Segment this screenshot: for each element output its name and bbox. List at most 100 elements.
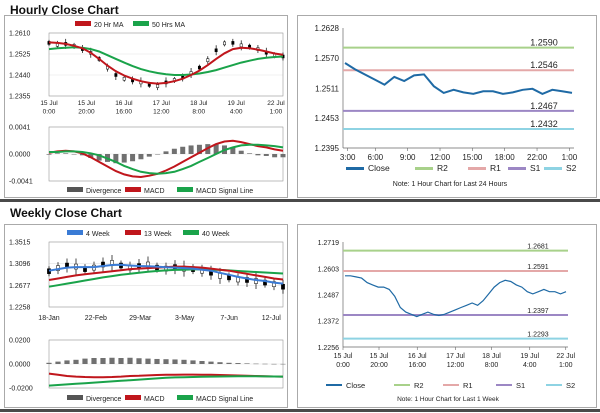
candle-body (214, 48, 218, 53)
y-tick-label: 1.2453 (315, 114, 340, 123)
legend-label: 20 Hr MA (94, 22, 124, 29)
x-tick-label: 7-Jun (220, 315, 238, 322)
x-tick-label: 8:00 (485, 362, 499, 369)
divergence-bar (73, 359, 79, 364)
level-label-r1: 1.2591 (527, 264, 549, 271)
hourly-section-title: Hourly Close Chart (10, 3, 119, 17)
y-tick-label: 1.2610 (9, 31, 31, 38)
divergence-bar (121, 154, 127, 163)
x-tick-label: 4:00 (230, 109, 243, 116)
divergence-bar (230, 147, 236, 154)
macd-legend-label: Divergence (86, 188, 122, 195)
x-tick-label: 17 Jul (153, 100, 171, 107)
macd-legend-label: MACD (144, 396, 165, 403)
x-tick-label: 15 Jul (334, 353, 353, 360)
divergence-bar (208, 361, 214, 364)
x-tick-label: 3:00 (340, 153, 356, 162)
y-tick-label: 1.2440 (9, 73, 31, 80)
divergence-bar (155, 154, 161, 155)
x-tick-label: 4:00 (523, 362, 537, 369)
section-divider (0, 199, 600, 202)
ma-line-4-week (48, 263, 284, 285)
divergence-bar (145, 358, 151, 364)
level-label-s1: 1.2397 (527, 308, 549, 315)
legend-label-close: Close (346, 381, 365, 390)
candle-body (206, 58, 210, 62)
macd-legend-swatch (177, 187, 193, 192)
x-tick-label: 16:00 (408, 362, 426, 369)
divergence-bar (63, 153, 69, 154)
weekly-technical-chart: 4 Week 13 Week 40 Week 1.3515 1.3096 1.2677 1.… (9, 230, 286, 403)
candle-body (197, 65, 201, 70)
legend-swatch-4-week (67, 230, 83, 235)
divergence-bar (163, 151, 169, 154)
macd-y-tick-label: 0.0041 (9, 125, 31, 132)
candle-body (281, 283, 285, 290)
divergence-bar (247, 153, 253, 154)
divergence-bar (181, 359, 187, 364)
plot-frame (48, 32, 284, 97)
legend-swatch-r1 (443, 384, 459, 386)
candle-body (239, 43, 243, 48)
level-label-s1: 1.2467 (530, 101, 558, 111)
x-tick-label: 18-Jan (38, 315, 60, 322)
legend-swatch-20-hr-ma (75, 21, 91, 26)
y-tick-label: 1.2511 (315, 84, 339, 93)
legend-swatch-s2 (546, 384, 562, 386)
x-tick-label: 3-May (175, 315, 195, 322)
divergence-bar (91, 358, 97, 364)
divergence-bar (118, 358, 124, 364)
candle-body (156, 84, 160, 88)
legend-label-r1: R1 (490, 163, 501, 173)
candle-body (218, 273, 222, 279)
divergence-bar (255, 154, 261, 156)
legend-swatch-s2 (544, 167, 562, 170)
x-tick-label: 22 Jul (556, 353, 575, 360)
divergence-bar (180, 146, 186, 154)
y-tick-label: 1.2570 (315, 54, 340, 63)
legend-label-s2: S2 (566, 163, 577, 173)
legend-swatch-50-hrs-ma (133, 21, 149, 26)
divergence-bar (188, 145, 194, 154)
y-tick-label: 1.2258 (9, 305, 31, 312)
candle-body (114, 73, 118, 77)
y-tick-label: 1.2256 (318, 345, 340, 352)
x-tick-label: 20:00 (78, 109, 95, 116)
x-tick-label: 16:00 (116, 109, 133, 116)
macd-y-tick-label: 0.0000 (9, 362, 31, 369)
macd-line (48, 139, 284, 179)
divergence-bar (199, 361, 205, 364)
x-tick-label: 19 Jul (520, 353, 539, 360)
divergence-bar (71, 154, 77, 155)
divergence-bar (244, 363, 250, 364)
weekly-section-title: Weekly Close Chart (10, 206, 122, 220)
x-tick-label: 12:00 (447, 362, 465, 369)
x-tick-label: 1:00 (270, 109, 283, 116)
ma-line-20-hr-ma (48, 41, 284, 85)
x-tick-label: 8:00 (192, 109, 205, 116)
divergence-bar (280, 363, 286, 365)
x-tick-label: 15 Jul (40, 100, 58, 107)
x-tick-label: 18:00 (495, 153, 516, 162)
x-tick-label: 16 Jul (115, 100, 133, 107)
divergence-bar (55, 361, 61, 364)
divergence-bar (253, 363, 259, 365)
y-tick-label: 1.2487 (318, 293, 340, 300)
y-tick-label: 1.2395 (315, 144, 340, 153)
x-tick-label: 12-Jul (262, 315, 282, 322)
divergence-bar (46, 154, 52, 155)
x-tick-label: 17 Jul (446, 353, 465, 360)
macd-legend-label: MACD (144, 188, 165, 195)
macd-y-tick-label: -0.0041 (9, 179, 33, 186)
macd-legend-swatch (67, 395, 83, 400)
close-line (344, 62, 573, 96)
divergence-bar (64, 360, 70, 364)
legend-swatch-r2 (394, 384, 410, 386)
x-tick-label: 22 Jul (267, 100, 285, 107)
legend-label-r1: R1 (463, 381, 473, 390)
chart-note: Note: 1 Hour Chart for Last 24 Hours (393, 181, 508, 188)
x-tick-label: 15:00 (462, 153, 483, 162)
weekly-line-chart: 1.2719 1.2603 1.2487 1.2372 1.2256 1.2681 1.25… (318, 240, 576, 403)
x-tick-label: 0:00 (336, 362, 350, 369)
legend-label-close: Close (368, 163, 390, 173)
